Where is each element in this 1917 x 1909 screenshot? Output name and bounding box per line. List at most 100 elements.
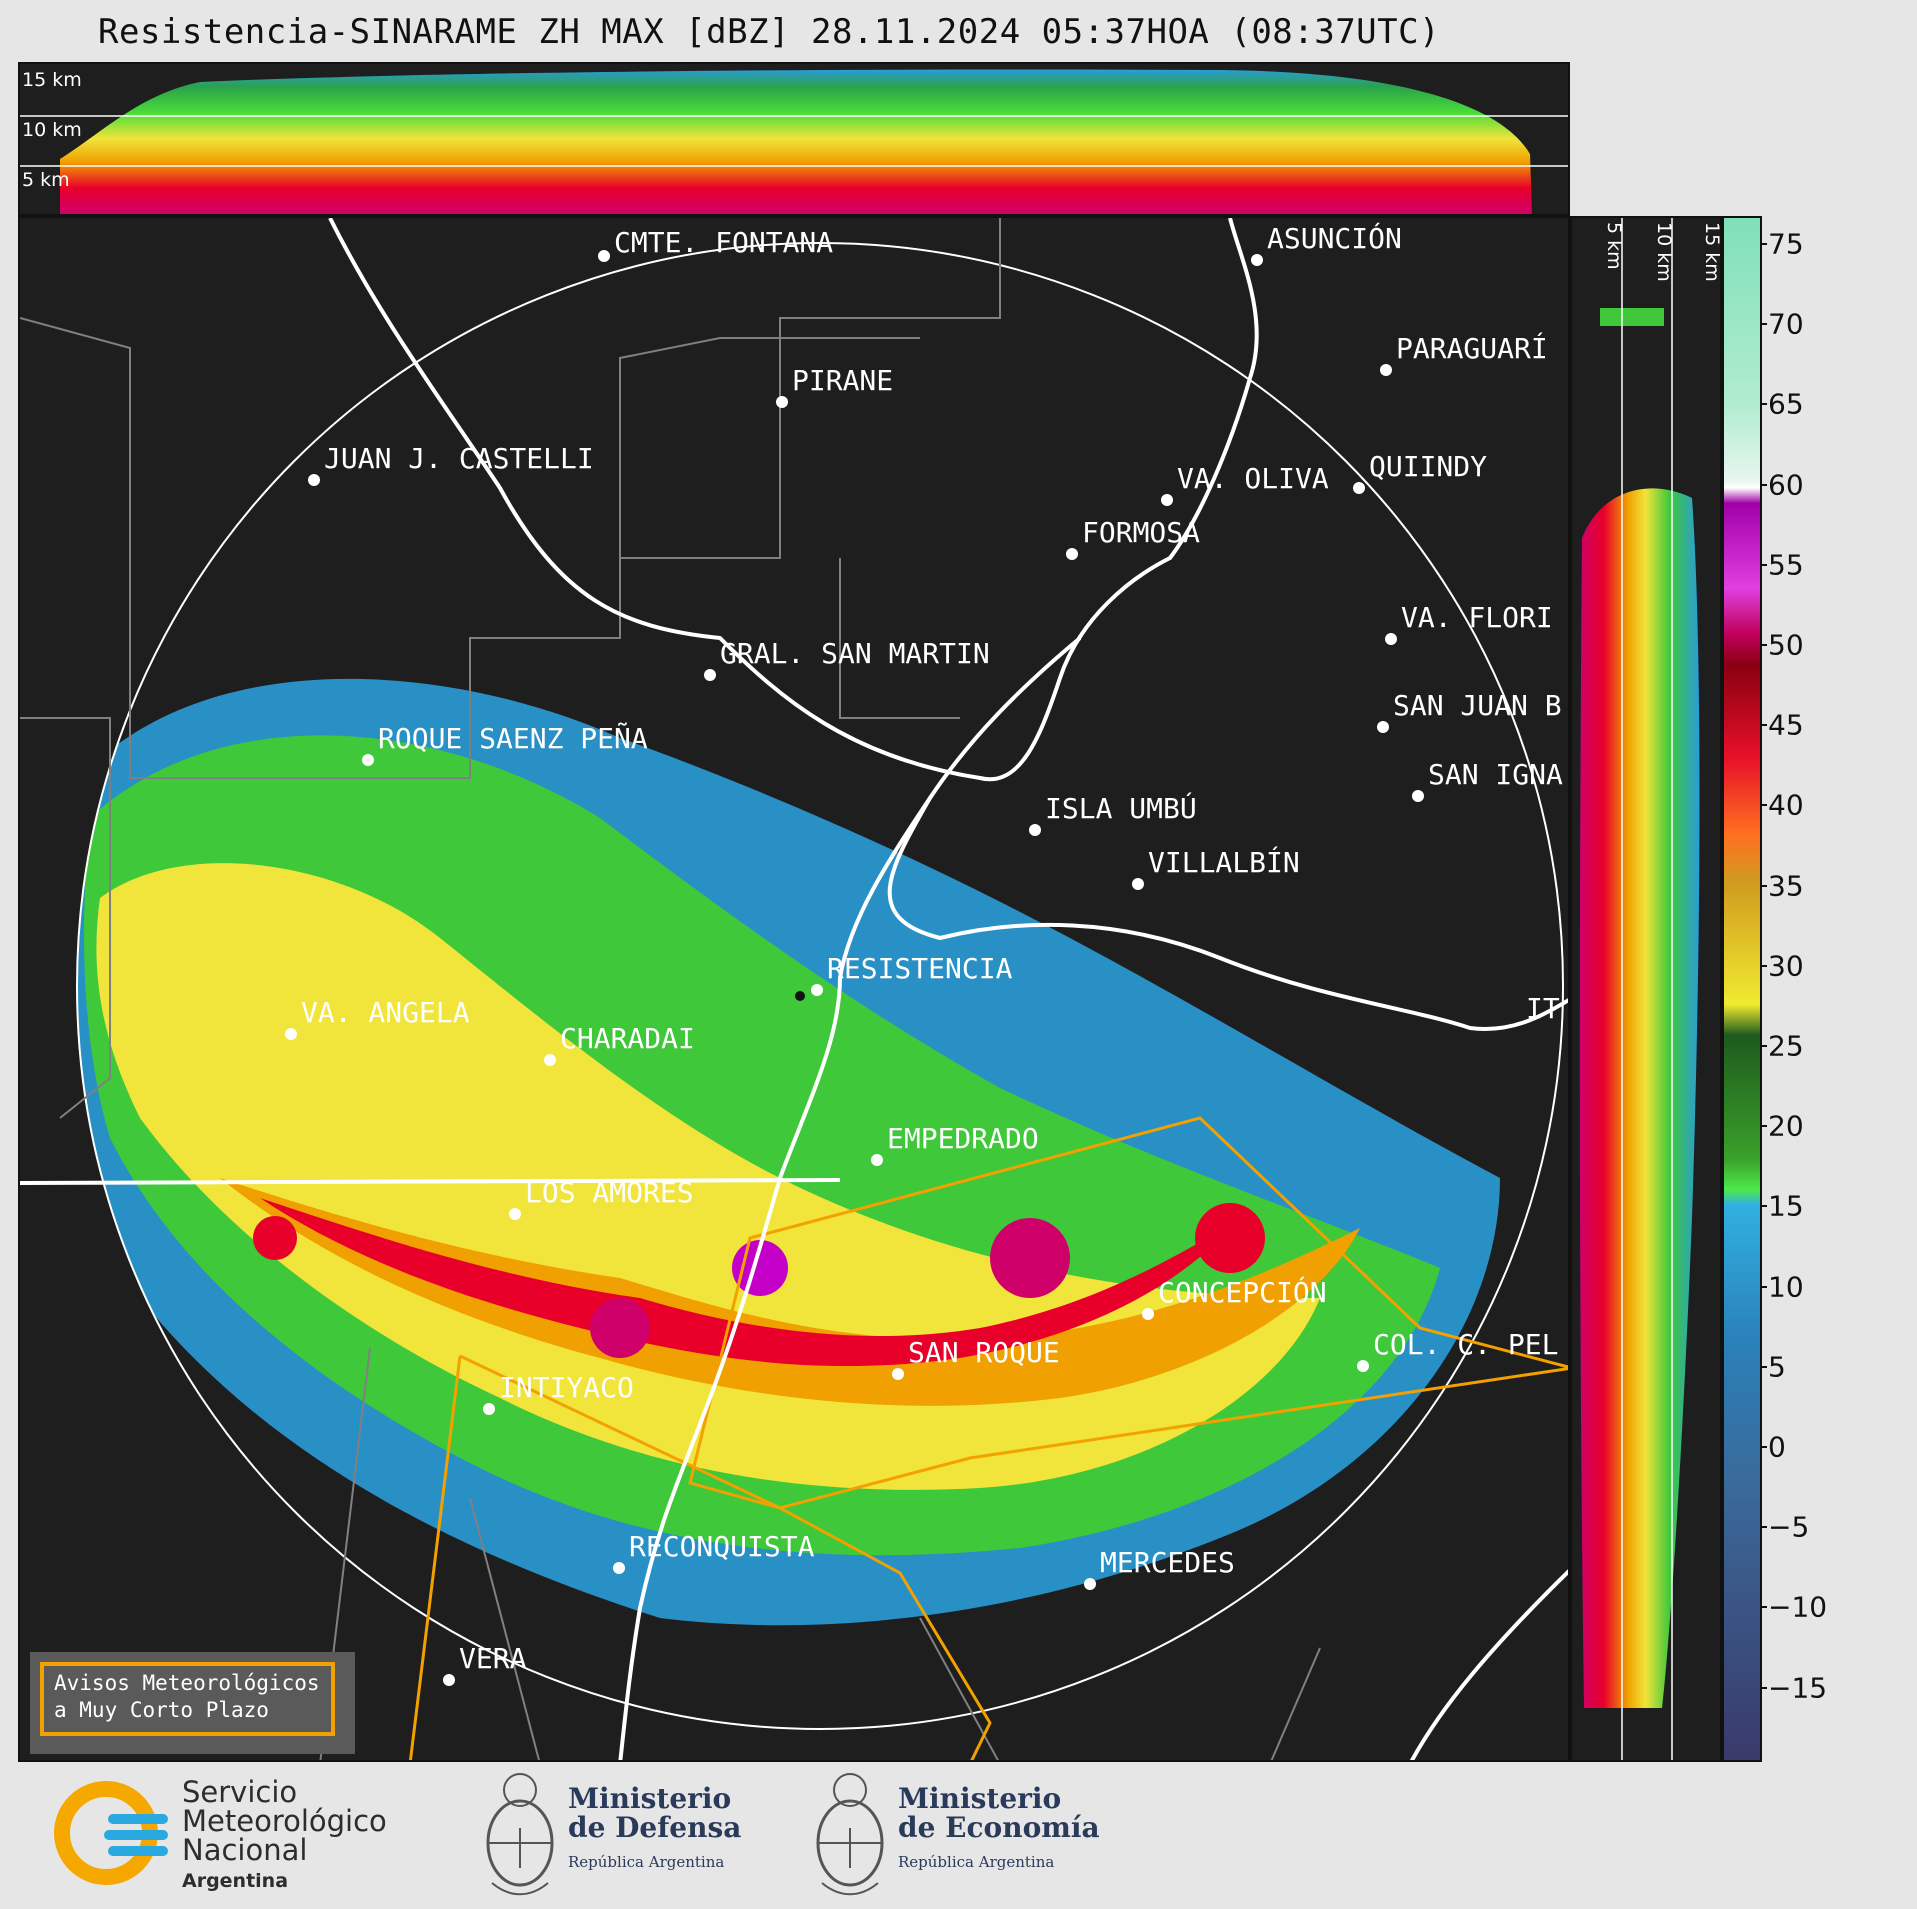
smn-logo-icon — [54, 1781, 168, 1885]
colorbar-tick-label: −5 — [1768, 1510, 1810, 1544]
defensa-line-1: Ministerio — [568, 1782, 732, 1815]
svg-text:VILLALBÍN: VILLALBÍN — [1148, 845, 1300, 879]
svg-text:JUAN J. CASTELLI: JUAN J. CASTELLI — [324, 442, 594, 475]
colorbar-tick-label: 65 — [1768, 387, 1804, 421]
city-resistencia: RESISTENCIA — [811, 952, 1013, 996]
city-va-oliva: VA. OLIVA — [1161, 462, 1329, 506]
defensa-logo-text: Ministerio de Defensa República Argentin… — [568, 1784, 741, 1877]
side-cross-section: 5 km 10 km 15 km — [1570, 216, 1722, 1762]
colorbar-tick-label: 60 — [1768, 468, 1804, 502]
range-ring — [76, 242, 1564, 1730]
svg-text:SAN IGNA: SAN IGNA — [1428, 758, 1563, 791]
top-alt-15: 15 km — [22, 69, 82, 91]
colorbar-tick-mark — [1760, 403, 1767, 406]
svg-text:RECONQUISTA: RECONQUISTA — [629, 1530, 815, 1563]
warning-box-inner[interactable]: Avisos Meteorológicos a Muy Corto Plazo — [40, 1662, 335, 1736]
svg-text:RESISTENCIA: RESISTENCIA — [827, 952, 1013, 985]
city-it: IT — [1526, 992, 1560, 1025]
side-echo-top — [1600, 308, 1664, 326]
city-vera: VERA — [443, 1642, 527, 1686]
top-cross-section: 15 km 10 km 5 km — [18, 62, 1570, 216]
smn-logo-text: Servicio Meteorológico Nacional Argentin… — [182, 1778, 387, 1896]
city-pirane: PIRANE — [776, 364, 893, 408]
svg-text:GRAL. SAN MARTIN: GRAL. SAN MARTIN — [720, 637, 990, 670]
city-los-amores: LOS AMORES — [509, 1176, 694, 1220]
svg-text:CMTE. FONTANA: CMTE. FONTANA — [614, 226, 833, 259]
warning-box[interactable]: Avisos Meteorológicos a Muy Corto Plazo — [30, 1652, 355, 1754]
colorbar-tick-mark — [1760, 1446, 1767, 1448]
economia-sub: República Argentina — [898, 1853, 1055, 1871]
defensa-sub: República Argentina — [568, 1853, 725, 1871]
defensa-line-2: de Defensa — [568, 1811, 742, 1844]
city-reconquista: RECONQUISTA — [613, 1530, 815, 1574]
colorbar-tick-mark — [1760, 1285, 1767, 1288]
side-cross-section-plot: 5 km 10 km 15 km — [1579, 218, 1720, 1760]
svg-text:VA. OLIVA: VA. OLIVA — [1177, 462, 1329, 495]
colorbar-tick-label: 30 — [1768, 949, 1804, 983]
side-echo-profile — [1579, 488, 1700, 1708]
colorbar-tick-label: 45 — [1768, 708, 1804, 742]
city-juan-j-castelli: JUAN J. CASTELLI — [308, 442, 594, 486]
svg-text:SAN ROQUE: SAN ROQUE — [908, 1336, 1060, 1369]
colorbar-tick-mark — [1760, 323, 1767, 326]
economia-line-2: de Economía — [898, 1811, 1100, 1844]
colorbar-tick-mark — [1760, 724, 1767, 727]
svg-text:ISLA UMBÚ: ISLA UMBÚ — [1045, 791, 1197, 825]
colorbar-tick-mark — [1760, 1526, 1767, 1529]
svg-text:SAN JUAN B: SAN JUAN B — [1393, 689, 1562, 722]
warning-line-1: Avisos Meteorológicos — [54, 1671, 320, 1695]
top-alt-10: 10 km — [22, 119, 82, 141]
city-concepcion: CONCEPCIÓN — [1142, 1275, 1327, 1320]
colorbar-tick-mark — [1760, 1045, 1767, 1047]
city-asuncion: ASUNCIÓN — [1251, 221, 1402, 266]
svg-text:VA. FLORI: VA. FLORI — [1401, 601, 1553, 634]
svg-text:ASUNCIÓN: ASUNCIÓN — [1267, 221, 1402, 255]
colorbar-tick-mark — [1760, 1686, 1767, 1689]
svg-text:COL. C. PEL: COL. C. PEL — [1373, 1328, 1558, 1361]
svg-text:ROQUE SAENZ PEÑA: ROQUE SAENZ PEÑA — [378, 721, 648, 755]
radar-site-marker — [795, 991, 805, 1001]
colorbar-tick-label: 70 — [1768, 307, 1804, 341]
warning-line-2: a Muy Corto Plazo — [54, 1698, 269, 1722]
rivers — [20, 218, 1568, 1760]
svg-text:FORMOSA: FORMOSA — [1082, 516, 1200, 549]
warning-polygon-1 — [688, 1116, 1568, 1510]
warning-polygons — [408, 1116, 1568, 1760]
city-formosa: FORMOSA — [1066, 516, 1200, 560]
city-quiindy: QUIINDY — [1353, 450, 1487, 494]
coat-of-arms-icon — [816, 1773, 884, 1896]
colorbar-tick-label: 50 — [1768, 628, 1804, 662]
radar-map-plot: CMTE. FONTANA ASUNCIÓN PIRANE PARAGUARÍ … — [20, 218, 1568, 1760]
colorbar-tick-mark — [1760, 964, 1767, 967]
svg-text:VERA: VERA — [459, 1642, 527, 1675]
colorbar-tick-label: 5 — [1768, 1350, 1786, 1384]
colorbar-tick-label: −10 — [1768, 1590, 1828, 1624]
city-mercedes: MERCEDES — [1084, 1546, 1235, 1590]
colorbar-tick-label: 15 — [1768, 1189, 1804, 1223]
river-paraguay — [328, 218, 1259, 782]
smn-line-3: Nacional — [182, 1833, 308, 1867]
svg-text:PIRANE: PIRANE — [792, 364, 893, 397]
chart-title: Resistencia-SINARAME ZH MAX [dBZ] 28.11.… — [98, 12, 1441, 52]
svg-text:INTIYACO: INTIYACO — [499, 1371, 634, 1404]
svg-text:PARAGUARÍ: PARAGUARÍ — [1396, 331, 1548, 365]
city-san-juan-b: SAN JUAN B — [1377, 689, 1562, 733]
colorbar-tick-label: −15 — [1768, 1671, 1828, 1705]
colorbar-tick-label: 75 — [1768, 227, 1804, 261]
city-intiyaco: INTIYACO — [483, 1371, 634, 1415]
svg-text:QUIINDY: QUIINDY — [1369, 450, 1487, 483]
colorbar — [1722, 216, 1762, 1762]
svg-text:LOS AMORES: LOS AMORES — [525, 1176, 694, 1209]
colorbar-tick-mark — [1760, 644, 1767, 646]
city-gral-san-martin: GRAL. SAN MARTIN — [704, 637, 990, 681]
city-empedrado: EMPEDRADO — [871, 1122, 1039, 1166]
precipitation-echoes — [77, 678, 1500, 1626]
city-paraguari: PARAGUARÍ — [1380, 331, 1548, 376]
colorbar-tick-mark — [1760, 243, 1767, 245]
colorbar-tick-label: 0 — [1768, 1430, 1786, 1464]
top-echo-profile — [60, 69, 1532, 214]
svg-text:CONCEPCIÓN: CONCEPCIÓN — [1158, 1275, 1327, 1309]
city-va-angela: VA. ANGELA — [285, 996, 470, 1040]
colorbar-tick-mark — [1760, 1205, 1767, 1208]
colorbar-tick-label: 40 — [1768, 788, 1804, 822]
